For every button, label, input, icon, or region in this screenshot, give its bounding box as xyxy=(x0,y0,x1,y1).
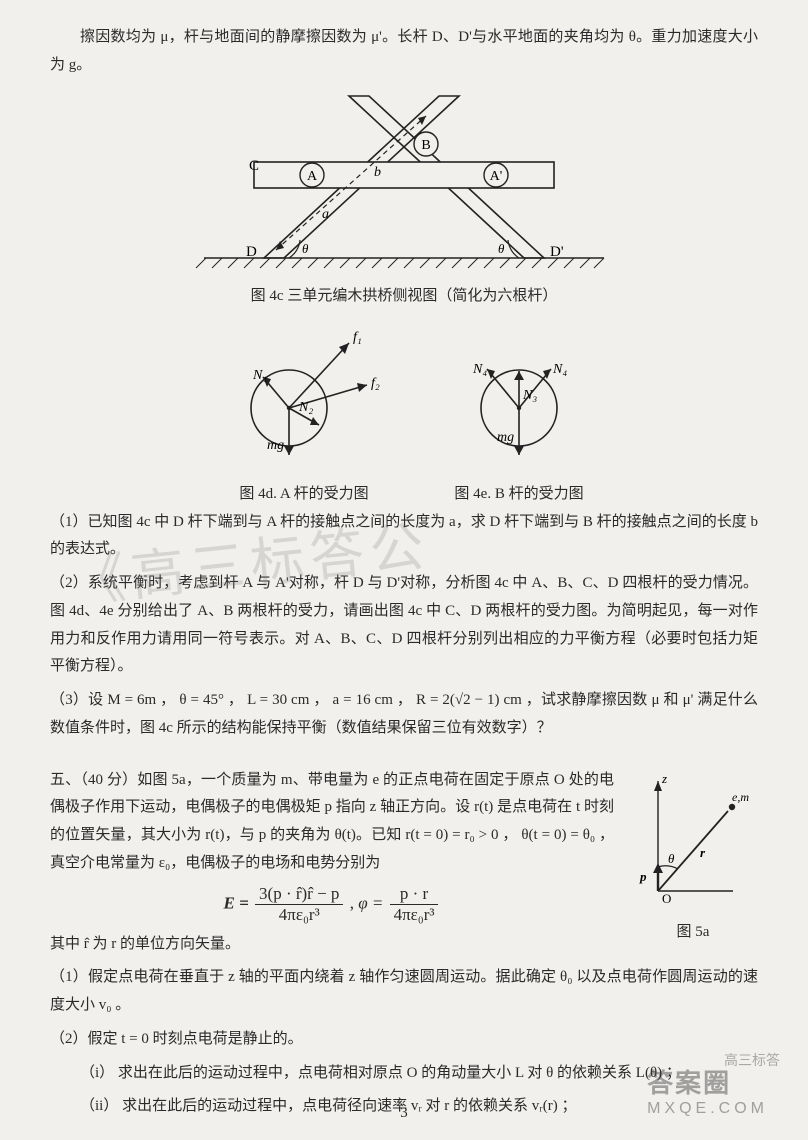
svg-text:mg: mg xyxy=(497,430,514,445)
svg-text:θ: θ xyxy=(302,241,309,256)
exam-page: 《高三标答公 擦因数均为 μ，杆与地面间的静摩擦因数为 μ'。长杆 D、D'与水… xyxy=(0,0,808,1140)
question-5-2: （2）假定 t = 0 时刻点电荷是静止的。 xyxy=(50,1026,758,1054)
svg-text:N₂: N₂ xyxy=(298,400,313,415)
figure-4e-caption: 图 4e. B 杆的受力图 xyxy=(439,482,599,503)
figure-5a-caption: 图 5a xyxy=(628,920,758,941)
svg-text:e,m: e,m xyxy=(732,790,749,804)
figure-4d: f₁ f₂ N₁ N₂ mg 图 4d. A 杆的受力图 xyxy=(209,323,399,503)
side-watermark: 高三标答 xyxy=(724,1050,780,1070)
svg-text:a: a xyxy=(322,207,329,222)
svg-text:r: r xyxy=(700,845,706,860)
question-4-3: （3）设 M = 6m ， θ = 45° ， L = 30 cm ， a = … xyxy=(50,687,758,743)
corner-watermark: 答案圈 MXQE.COM xyxy=(647,1063,768,1118)
svg-text:D': D' xyxy=(550,244,564,260)
svg-text:C: C xyxy=(249,158,259,174)
svg-text:N₄: N₄ xyxy=(472,362,487,377)
figure-4c-caption: 图 4c 三单元编木拱桥侧视图（简化为六根杆） xyxy=(50,284,758,305)
figure-4d-caption: 图 4d. A 杆的受力图 xyxy=(209,482,399,503)
svg-text:N₃: N₃ xyxy=(522,388,537,403)
svg-text:O: O xyxy=(662,891,671,906)
svg-text:N₁: N₁ xyxy=(252,368,267,383)
svg-text:z: z xyxy=(661,771,667,786)
svg-text:A: A xyxy=(307,169,318,184)
svg-text:D: D xyxy=(246,244,257,260)
svg-text:b: b xyxy=(374,165,381,180)
figure-4e: N₄ N₄ N₃ mg 图 4e. B 杆的受力图 xyxy=(439,323,599,503)
svg-text:N₄: N₄ xyxy=(552,362,567,377)
svg-text:f₁: f₁ xyxy=(353,330,362,345)
svg-text:mg: mg xyxy=(267,438,284,453)
question-4-1: （1）已知图 4c 中 D 杆下端到与 A 杆的接触点之间的长度为 a，求 D … xyxy=(50,509,758,565)
corner-sub: MXQE.COM xyxy=(647,1100,768,1118)
question-4-2: （2）系统平衡时，考虑到杆 A 与 A'对称，杆 D 与 D'对称，分析图 4c… xyxy=(50,570,758,681)
top-paragraph: 擦因数均为 μ，杆与地面间的静摩擦因数为 μ'。长杆 D、D'与水平地面的夹角均… xyxy=(50,24,758,80)
svg-text:f₂: f₂ xyxy=(371,376,380,391)
corner-brand: 答案圈 xyxy=(647,1068,731,1098)
svg-text:B: B xyxy=(421,138,430,153)
figure-4c-svg: A A' B C D D' a b θ θ xyxy=(194,90,614,280)
figure-5a: z O p θ r e,m 图 5a xyxy=(628,771,758,941)
svg-text:θ: θ xyxy=(498,241,505,256)
figures-4de-row: f₁ f₂ N₁ N₂ mg 图 4d. A 杆的受力图 xyxy=(50,323,758,503)
svg-text:A': A' xyxy=(490,169,503,184)
svg-text:p: p xyxy=(639,869,647,884)
svg-text:θ: θ xyxy=(668,851,675,866)
question-5-1: （1）假定点电荷在垂直于 z 轴的平面内绕着 z 轴作匀速圆周运动。据此确定 θ… xyxy=(50,964,758,1020)
figure-4c: A A' B C D D' a b θ θ xyxy=(50,90,758,280)
